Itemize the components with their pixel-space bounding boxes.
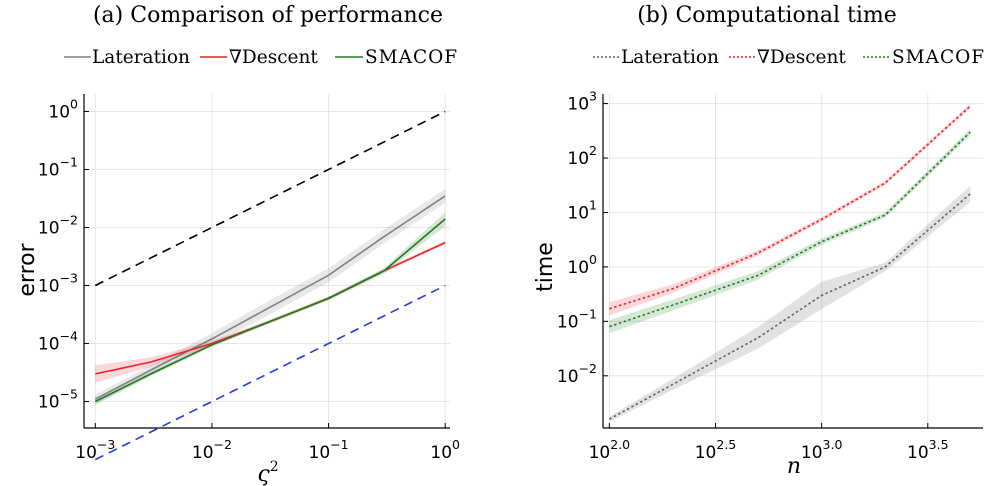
grid-time bbox=[603, 94, 983, 428]
panel-performance: (a) Comparison of performance Lateration… bbox=[15, 3, 460, 486]
x-tick-label-1: 10−2 bbox=[192, 437, 232, 463]
line-lateration bbox=[609, 193, 971, 420]
band-smacof bbox=[609, 128, 971, 334]
band-descent bbox=[609, 103, 971, 316]
confidence-bands-time bbox=[609, 103, 971, 422]
y-tick-label-2: 10−3 bbox=[38, 271, 78, 297]
line-lateration bbox=[94, 195, 446, 400]
legend-label-lateration: Lateration bbox=[92, 47, 190, 68]
axes-time bbox=[602, 94, 983, 429]
panel-time: (b) Computational time Lateration ∇Desce… bbox=[533, 3, 985, 479]
series-lines-performance bbox=[94, 110, 446, 461]
y-tick-label-4: 102 bbox=[567, 143, 597, 169]
chart-title-time: (b) Computational time bbox=[637, 3, 897, 28]
grid-performance bbox=[84, 94, 450, 428]
chart-title-performance: (a) Comparison of performance bbox=[93, 3, 443, 28]
tick-labels-time: 102.0 102.5 103.0 103.5 10−2 10−1 100 101 102 103 bbox=[557, 89, 949, 463]
line-smacof bbox=[94, 218, 446, 403]
line-smacof bbox=[609, 131, 971, 328]
y-axis-label-time: time bbox=[533, 242, 558, 292]
tick-labels-performance: 10−3 10−2 10−1 100 10−5 10−4 10−3 10−2 10−1 100 bbox=[38, 96, 460, 463]
line-reference-3 bbox=[94, 110, 446, 287]
x-tick-label-0: 10−3 bbox=[75, 437, 115, 463]
band-smacof bbox=[95, 212, 446, 405]
y-tick-label-5: 100 bbox=[48, 96, 78, 122]
y-tick-label-0: 10−2 bbox=[557, 361, 597, 387]
band-lateration bbox=[95, 189, 446, 404]
legend-performance: Lateration ∇Descent SMACOF bbox=[64, 47, 458, 68]
line-reference-4 bbox=[94, 284, 446, 461]
line-descent bbox=[609, 105, 971, 310]
y-tick-label-0: 10−5 bbox=[38, 387, 78, 413]
legend-label-lateration-time: Lateration bbox=[621, 47, 719, 68]
band-descent bbox=[95, 240, 446, 383]
y-tick-label-3: 10−2 bbox=[38, 212, 78, 238]
x-tick-label-3: 103.5 bbox=[907, 437, 949, 463]
y-tick-label-4: 10−1 bbox=[38, 154, 78, 180]
y-tick-label-2: 100 bbox=[567, 252, 597, 278]
legend-label-smacof: SMACOF bbox=[365, 47, 458, 68]
series-lines-time bbox=[609, 105, 971, 420]
x-tick-label-0: 102.0 bbox=[589, 437, 631, 463]
legend-label-gradient-descent: ∇Descent bbox=[229, 47, 318, 68]
axes-performance bbox=[83, 94, 450, 429]
y-tick-label-5: 103 bbox=[567, 89, 597, 115]
legend-label-gradient-descent-time: ∇Descent bbox=[757, 47, 846, 68]
x-tick-label-1: 102.5 bbox=[695, 437, 737, 463]
band-lateration bbox=[609, 185, 971, 422]
x-tick-label-3: 100 bbox=[430, 437, 460, 463]
x-tick-label-2: 103.0 bbox=[801, 437, 843, 463]
x-tick-label-2: 10−1 bbox=[309, 437, 349, 463]
x-axis-label-n: n bbox=[787, 454, 801, 479]
confidence-bands-performance bbox=[95, 189, 446, 405]
y-tick-label-1: 10−4 bbox=[38, 329, 78, 355]
legend-time: Lateration ∇Descent SMACOF bbox=[593, 47, 985, 68]
y-tick-label-3: 101 bbox=[567, 197, 597, 223]
legend-label-smacof-time: SMACOF bbox=[892, 47, 985, 68]
y-axis-label-error: error bbox=[15, 242, 40, 296]
y-tick-label-1: 10−1 bbox=[557, 306, 597, 332]
x-axis-label-varsigma: ς2 bbox=[257, 459, 278, 486]
